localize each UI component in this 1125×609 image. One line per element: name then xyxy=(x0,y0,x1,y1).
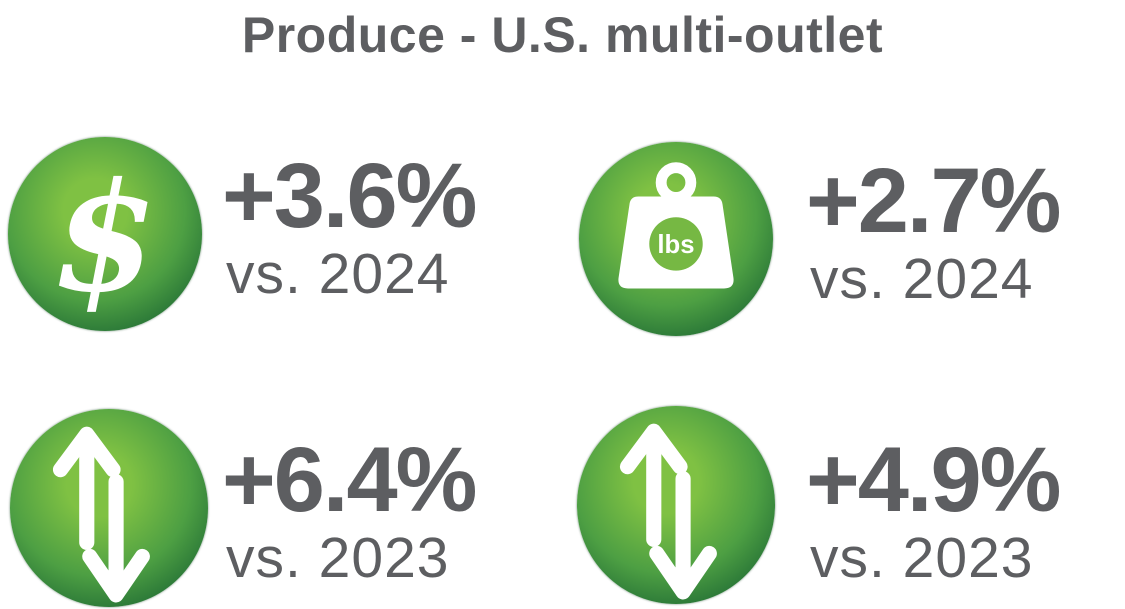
metric-value: +2.7% xyxy=(806,150,1061,252)
weight-lbs-icon: lbs xyxy=(618,162,734,289)
up-down-arrows-icon xyxy=(619,423,717,600)
metric-vs-label: vs. 2024 xyxy=(810,247,1034,311)
metric-value: +6.4% xyxy=(222,429,477,531)
lbs-badge xyxy=(649,217,703,271)
lbs-badge-label: lbs xyxy=(657,231,694,259)
metric-vs-label: vs. 2023 xyxy=(226,526,450,590)
metric-icon-circle xyxy=(10,409,208,607)
up-arrow-head xyxy=(52,426,121,478)
metric-text: +4.9% vs. 2023 xyxy=(806,429,1061,590)
down-arrow-head xyxy=(82,548,150,603)
page-title: Produce - U.S. multi-outlet xyxy=(241,7,884,63)
down-arrow-head xyxy=(649,545,717,600)
metric-value: +4.9% xyxy=(806,429,1061,531)
metric-text: +3.6% vs. 2024 xyxy=(222,145,477,306)
metric-vs-label: vs. 2023 xyxy=(810,526,1034,590)
metric-text: +6.4% vs. 2023 xyxy=(222,429,477,590)
metric-text: +2.7% vs. 2024 xyxy=(806,150,1061,311)
weight-ring xyxy=(655,162,697,203)
metric-value: +3.6% xyxy=(222,145,477,247)
dollar-icon: $ xyxy=(52,150,158,326)
up-arrow-head xyxy=(619,423,688,475)
metric-icon-circle xyxy=(577,406,775,604)
up-down-arrows-icon xyxy=(52,426,150,603)
metric-vs-label: vs. 2024 xyxy=(226,242,450,306)
metric-icon-circle: lbs xyxy=(579,142,773,336)
metric-icon-circle: $ xyxy=(8,137,202,331)
